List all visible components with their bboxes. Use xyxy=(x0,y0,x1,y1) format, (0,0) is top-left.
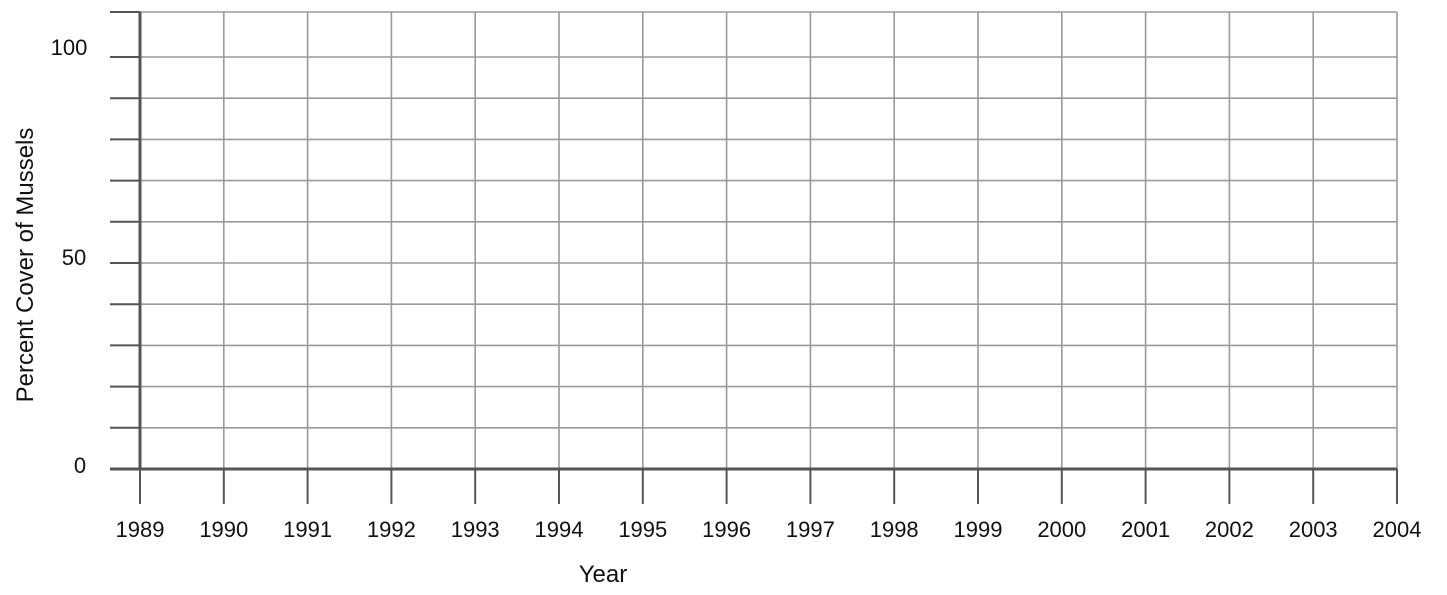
x-tick-label: 1994 xyxy=(535,517,584,542)
y-tick-label: 0 xyxy=(74,453,86,478)
x-tick-label: 2004 xyxy=(1373,517,1422,542)
x-tick-labels: 1989 1990 1991 1992 1993 1994 1995 1996 1997 1998… xyxy=(116,517,1422,542)
y-tick-label: 100 xyxy=(51,35,88,60)
x-tick-label: 1993 xyxy=(451,517,500,542)
x-tick-label: 1996 xyxy=(702,517,751,542)
x-tick-label: 1998 xyxy=(870,517,919,542)
x-tick-label: 2001 xyxy=(1121,517,1170,542)
x-tick-label: 1997 xyxy=(786,517,835,542)
y-axis-title: Percent Cover of Mussels xyxy=(12,128,39,403)
x-tick-label: 1992 xyxy=(367,517,416,542)
x-tick-label: 1991 xyxy=(283,517,332,542)
x-tick-label: 1990 xyxy=(199,517,248,542)
y-tick-label: 50 xyxy=(62,245,86,270)
y-tick-labels: 0 50 100 xyxy=(51,35,88,478)
x-tick-label: 2003 xyxy=(1289,517,1338,542)
x-tick-label: 2000 xyxy=(1037,517,1086,542)
x-tick-label: 1995 xyxy=(618,517,667,542)
x-tick-label: 1999 xyxy=(954,517,1003,542)
grid-lines xyxy=(140,11,1398,469)
axes xyxy=(110,11,1398,504)
x-tick-label: 2002 xyxy=(1205,517,1254,542)
x-axis-title: Year xyxy=(579,561,628,588)
x-tick-label: 1989 xyxy=(116,517,165,542)
